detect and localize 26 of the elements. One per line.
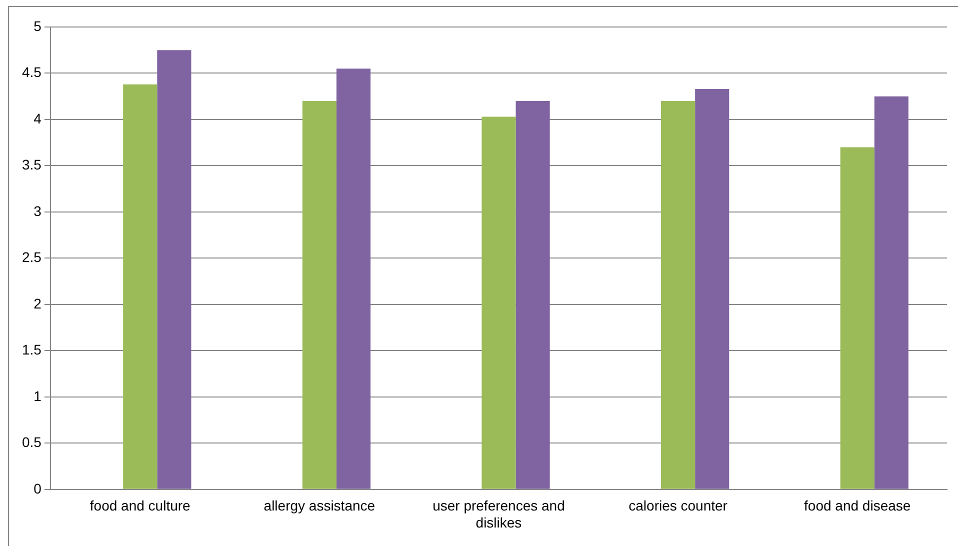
bar (695, 88, 730, 489)
bar (482, 116, 516, 489)
x-tick-label: food and disease (804, 498, 911, 514)
y-tick-label: 3 (34, 202, 42, 219)
bar (516, 100, 550, 489)
y-tick-label: 5 (34, 18, 42, 34)
x-tick-label: allergy assistance (264, 498, 376, 514)
bar (336, 68, 371, 489)
bar (840, 147, 874, 489)
y-tick-label: 4.5 (22, 64, 42, 80)
x-tick-label: calories counter (628, 498, 728, 514)
y-tick-label: 0.5 (22, 434, 42, 450)
y-tick-label: 0 (34, 480, 42, 496)
bar (874, 96, 908, 489)
bar (157, 50, 192, 489)
x-tick-label: user preferences and dislikes (432, 498, 565, 530)
y-tick-label: 3.5 (22, 156, 42, 173)
x-tick-label: food and culture (90, 498, 191, 514)
y-tick-label: 2 (34, 295, 42, 312)
y-tick-label: 1.5 (22, 342, 42, 358)
bar (302, 100, 336, 489)
y-tick-label: 2.5 (22, 249, 42, 266)
bar (661, 100, 696, 489)
y-tick-label: 4 (34, 110, 42, 126)
y-tick-label: 1 (34, 388, 42, 404)
bar (123, 84, 158, 489)
